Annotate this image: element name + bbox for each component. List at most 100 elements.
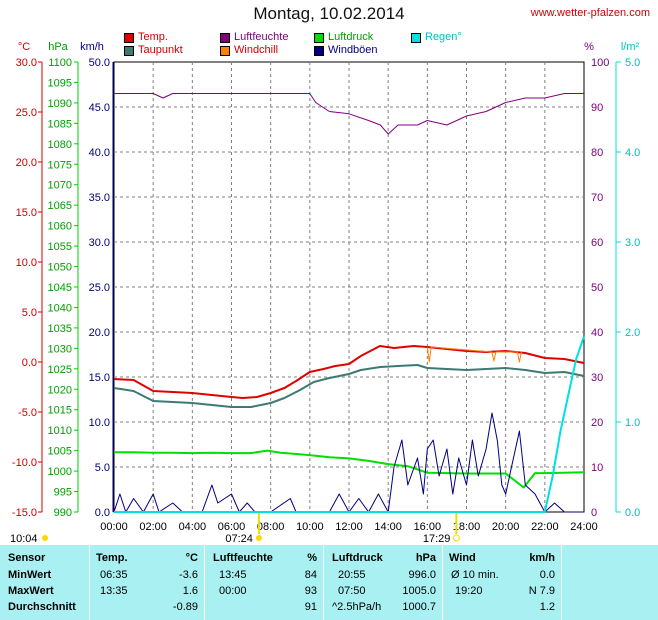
pressure-axis-tick: 1060: [48, 221, 72, 233]
humidity-axis-tick: 40: [591, 327, 603, 339]
website-label[interactable]: www.wetter-pfalzen.com: [530, 7, 650, 19]
wind-axis-tick: 20.0: [89, 327, 110, 339]
stats-wind-min-value: 0.0: [539, 569, 555, 581]
sunrise-time-label: 07:24: [225, 533, 253, 545]
chart-title: Montag, 10.02.2014: [253, 4, 405, 23]
x-axis-tick: 16:00: [414, 521, 442, 533]
rain-axis-tick: 3.0: [625, 237, 640, 249]
humidity-axis-tick: 60: [591, 237, 603, 249]
rain-axis-tick: 2.0: [625, 327, 640, 339]
series-line-windböen: [113, 412, 584, 513]
pressure-axis-tick: 1065: [48, 200, 72, 212]
legend-swatch: [314, 46, 324, 56]
wind-axis-tick: 5.0: [95, 462, 110, 474]
humidity-axis-tick: 50: [591, 282, 603, 294]
pressure-axis-tick: 1070: [48, 180, 72, 192]
legend-label: Windchill: [234, 44, 279, 56]
legend-swatch: [314, 33, 324, 43]
temp-axis-tick: -5.0: [18, 407, 37, 419]
statistics-table: Sensor MinWert MaxWert Durchschnitt Temp…: [0, 545, 658, 620]
humidity-axis-unit: %: [584, 41, 594, 53]
x-axis-tick: 04:00: [179, 521, 207, 533]
stats-col-wind: Wind km/h Ø 10 min. 0.0 19:20 N 7.9 1.2: [442, 545, 561, 620]
wind-axis-tick: 50.0: [89, 57, 110, 69]
series-line-temp: [113, 345, 585, 399]
pressure-axis-tick: 1005: [48, 446, 72, 458]
pressure-axis-tick: 1050: [48, 262, 72, 274]
stats-col-empty: [561, 545, 658, 620]
series-line-windchill: [426, 346, 522, 363]
stats-temp-max-value: 1.6: [182, 585, 198, 597]
humidity-axis-tick: 80: [591, 147, 603, 159]
wind-axis-tick: 45.0: [89, 102, 110, 114]
series-line-taupunkt: [113, 364, 585, 408]
sunrise-icon: [255, 535, 262, 541]
moon-time-label: 10:04: [10, 533, 38, 545]
rain-axis-tick: 1.0: [625, 417, 640, 429]
stats-wind-min-label: Ø 10 min.: [451, 569, 499, 581]
legend-label: Temp.: [138, 31, 168, 43]
stats-unit-wind: km/h: [529, 552, 555, 564]
temp-axis-tick: 30.0: [16, 57, 37, 69]
pressure-axis-tick: 1000: [48, 466, 72, 478]
stats-header-humidity: Luftfeuchte: [213, 552, 273, 564]
pressure-axis-tick: 1090: [48, 98, 72, 110]
humidity-axis-tick: 70: [591, 192, 603, 204]
temp-axis-tick: 10.0: [16, 257, 37, 269]
stats-row-avg-label: Durchschnitt: [8, 601, 76, 613]
wind-axis-tick: 25.0: [89, 282, 110, 294]
stats-col-pressure: Luftdruck hPa 20:55 996.0 07:50 1005.0 ^…: [323, 545, 442, 620]
stats-col-sensor: Sensor MinWert MaxWert Durchschnitt: [0, 545, 88, 620]
stats-humidity-max-value: 93: [304, 585, 317, 597]
stats-row-min-label: MinWert: [8, 569, 52, 581]
stats-temp-avg-value: -0.89: [172, 601, 198, 613]
legend-label: Luftfeuchte: [234, 31, 289, 43]
pressure-axis-tick: 1045: [48, 282, 72, 294]
stats-header-pressure: Luftdruck: [332, 552, 383, 564]
stats-header-temp: Temp.: [96, 552, 128, 564]
pressure-axis-unit: hPa: [48, 41, 68, 53]
pressure-axis-tick: 1080: [48, 139, 72, 151]
pressure-axis-tick: 1010: [48, 425, 72, 437]
rain-axis-tick: 0.0: [625, 507, 640, 519]
x-axis-tick: 24:00: [570, 521, 598, 533]
stats-pressure-trend: ^2.5hPa/h: [332, 601, 382, 613]
stats-col-humidity: Luftfeuchte % 13:45 84 00:00 93 91: [204, 545, 323, 620]
wind-axis-tick: 35.0: [89, 192, 110, 204]
x-axis-tick: 18:00: [453, 521, 481, 533]
sunset-time-label: 17:29: [423, 533, 451, 545]
series-line-luftfeuchte: [114, 93, 584, 135]
wind-axis-tick: 30.0: [89, 237, 110, 249]
pressure-axis-tick: 1095: [48, 77, 72, 89]
temp-axis-tick: -10.0: [12, 457, 37, 469]
legend-label: Luftdruck: [328, 31, 374, 43]
x-axis-tick: 22:00: [531, 521, 559, 533]
temp-axis-tick: 20.0: [16, 157, 37, 169]
wind-axis-tick: 0.0: [95, 507, 110, 519]
humidity-axis-tick: 0: [591, 507, 597, 519]
pressure-axis-tick: 1030: [48, 343, 72, 355]
stats-unit-pressure: hPa: [415, 552, 436, 564]
sunset-icon: [452, 534, 460, 542]
pressure-axis-tick: 1020: [48, 384, 72, 396]
stats-pressure-avg-value: 1000.7: [402, 601, 436, 613]
x-axis-tick: 10:00: [296, 521, 324, 533]
rain-axis-tick: 4.0: [625, 147, 640, 159]
stats-pressure-min-value: 996.0: [408, 569, 436, 581]
x-axis-tick: 20:00: [492, 521, 520, 533]
stats-temp-min-value: -3.6: [179, 569, 198, 581]
stats-wind-max-time: 19:20: [455, 585, 483, 597]
series-line-regen: [114, 336, 585, 513]
pressure-axis-tick: 1035: [48, 323, 72, 335]
stats-wind-avg-value: 1.2: [539, 601, 555, 613]
x-axis-tick: 14:00: [374, 521, 402, 533]
wind-axis-tick: 40.0: [89, 147, 110, 159]
pressure-axis-tick: 1100: [48, 57, 72, 69]
pressure-axis-tick: 1055: [48, 241, 72, 253]
wind-axis-tick: 15.0: [89, 372, 110, 384]
legend-swatch: [124, 46, 134, 56]
legend-label: Regen°: [425, 31, 462, 43]
humidity-axis-tick: 90: [591, 102, 603, 114]
x-axis-tick: 02:00: [139, 521, 167, 533]
chart-legend: Temp. Taupunkt Luftfeuchte Windchill Luftdru…: [124, 31, 474, 59]
